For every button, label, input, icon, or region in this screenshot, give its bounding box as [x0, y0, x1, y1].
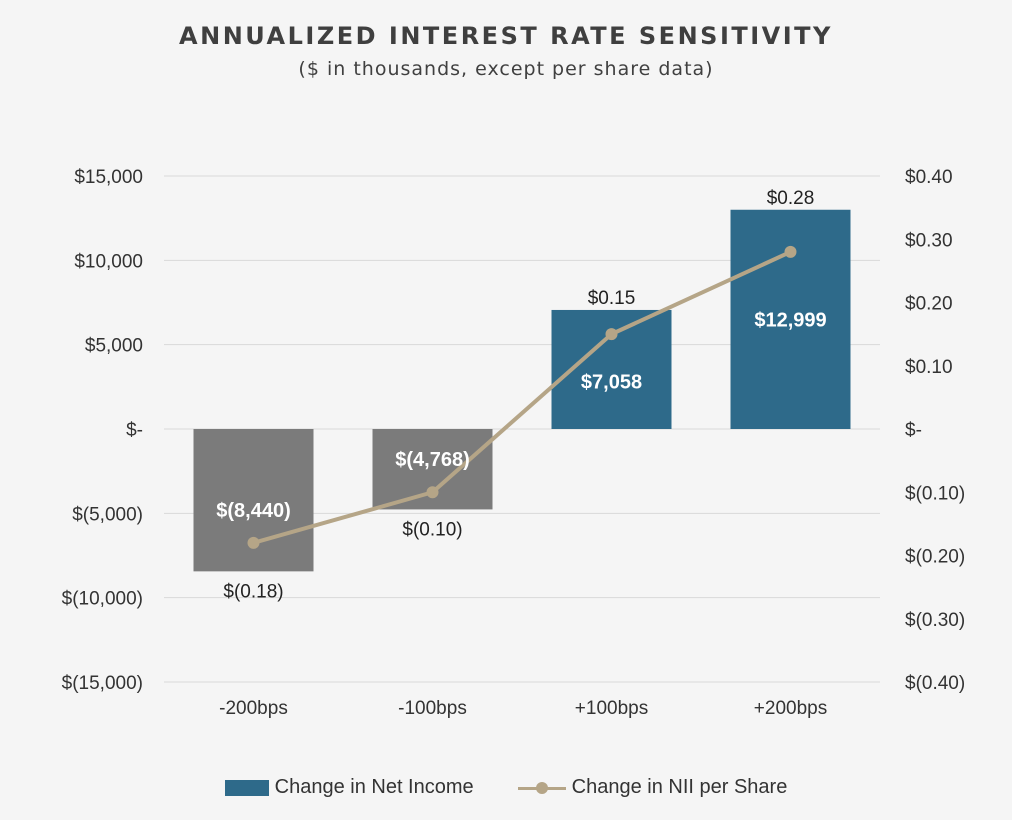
point-nii-per-share: [426, 486, 439, 499]
point-data-label: $0.15: [588, 288, 636, 309]
chart-legend: Change in Net Income Change in NII per S…: [0, 776, 1012, 799]
y-right-tick-label: $0.40: [905, 167, 953, 188]
legend-swatch-line: [517, 781, 566, 795]
point-data-label: $(0.10): [402, 519, 462, 540]
y-left-tick-label: $5,000: [85, 336, 143, 357]
y-right-tick-label: $-: [905, 420, 922, 441]
y-right-tick-label: $(0.10): [905, 483, 965, 504]
legend-swatch-bar: [224, 779, 269, 796]
point-data-label: $(0.18): [223, 581, 283, 602]
point-nii-per-share: [247, 536, 260, 549]
legend-label-net-income: Change in Net Income: [274, 776, 474, 798]
bar-data-label: $(8,440): [216, 500, 291, 522]
point-nii-per-share: [784, 245, 797, 258]
y-left-tick-label: $10,000: [74, 251, 143, 272]
x-category-label: +200bps: [754, 698, 827, 719]
bar-data-label: $(4,768): [395, 449, 470, 471]
x-category-label: -100bps: [398, 698, 467, 719]
line-nii-per-share: [252, 250, 792, 545]
legend-item-nii-per-share: Change in NII per Share: [517, 776, 788, 799]
y-left-tick-label: $15,000: [74, 167, 143, 188]
bar-data-label: $12,999: [754, 309, 826, 331]
point-nii-per-share: [605, 328, 618, 341]
x-category-label: +100bps: [575, 698, 648, 719]
chart-title: ANNUALIZED INTEREST RATE SENSITIVITY: [179, 22, 833, 50]
bar-data-label: $7,058: [581, 371, 642, 393]
legend-item-net-income: Change in Net Income: [224, 776, 474, 799]
point-data-label: $0.28: [767, 188, 815, 209]
y-right-tick-label: $0.20: [905, 294, 953, 315]
y-right-tick-label: $0.30: [905, 230, 953, 251]
y-right-tick-label: $(0.30): [905, 610, 965, 631]
x-category-label: -200bps: [219, 698, 288, 719]
y-left-tick-label: $(10,000): [62, 589, 143, 610]
y-right-tick-label: $(0.20): [905, 547, 965, 568]
legend-label-nii-per-share: Change in NII per Share: [571, 776, 788, 798]
y-right-tick-label: $0.10: [905, 357, 953, 378]
y-left-tick-label: $-: [126, 420, 143, 441]
y-left-tick-label: $(15,000): [62, 673, 143, 694]
chart-subtitle: ($ in thousands, except per share data): [298, 58, 714, 80]
y-left-tick-label: $(5,000): [72, 504, 143, 525]
y-right-tick-label: $(0.40): [905, 673, 965, 694]
